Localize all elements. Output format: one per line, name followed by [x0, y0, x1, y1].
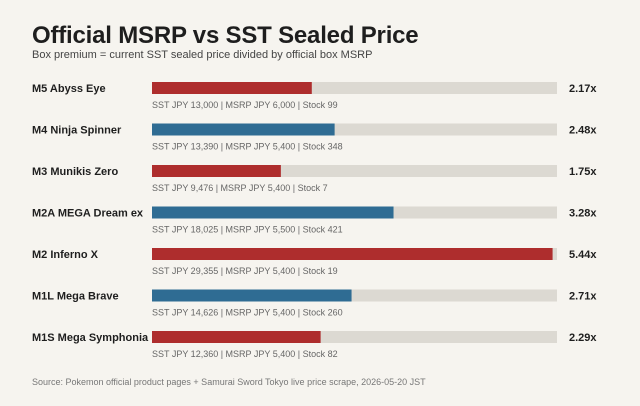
value-label: 1.75x [569, 166, 597, 178]
value-label: 5.44x [569, 249, 597, 261]
bar [152, 123, 335, 136]
chart-subtitle: Box premium = current SST sealed price d… [32, 49, 373, 61]
bar [152, 82, 312, 94]
row-detail: SST JPY 18,025 | MSRP JPY 5,500 | Stock … [152, 225, 343, 235]
source-note: Source: Pokemon official product pages +… [32, 377, 426, 387]
value-label: 2.71x [569, 291, 597, 303]
row-label: M2 Inferno X [32, 249, 99, 261]
row-label: M1S Mega Symphonia [32, 332, 149, 344]
row-label: M3 Munikis Zero [32, 166, 118, 178]
bar [152, 331, 321, 343]
row-detail: SST JPY 13,390 | MSRP JPY 5,400 | Stock … [152, 142, 343, 152]
bar [152, 165, 281, 177]
row-label: M2A MEGA Dream ex [32, 208, 144, 220]
row-detail: SST JPY 12,360 | MSRP JPY 5,400 | Stock … [152, 349, 338, 359]
row-label: M1L Mega Brave [32, 291, 119, 303]
row-label: M4 Ninja Spinner [32, 125, 122, 137]
value-label: 2.48x [569, 125, 597, 137]
bar [152, 248, 553, 260]
row-detail: SST JPY 14,626 | MSRP JPY 5,400 | Stock … [152, 308, 343, 318]
bar [152, 289, 352, 302]
chart-title: Official MSRP vs SST Sealed Price [32, 22, 419, 49]
row-detail: SST JPY 29,355 | MSRP JPY 5,400 | Stock … [152, 266, 338, 276]
bar [152, 206, 394, 219]
value-label: 2.17x [569, 83, 597, 95]
value-label: 3.28x [569, 208, 597, 220]
row-label: M5 Abyss Eye [32, 83, 106, 95]
row-detail: SST JPY 13,000 | MSRP JPY 6,000 | Stock … [152, 100, 338, 110]
row-detail: SST JPY 9,476 | MSRP JPY 5,400 | Stock 7 [152, 183, 328, 193]
value-label: 2.29x [569, 332, 597, 344]
